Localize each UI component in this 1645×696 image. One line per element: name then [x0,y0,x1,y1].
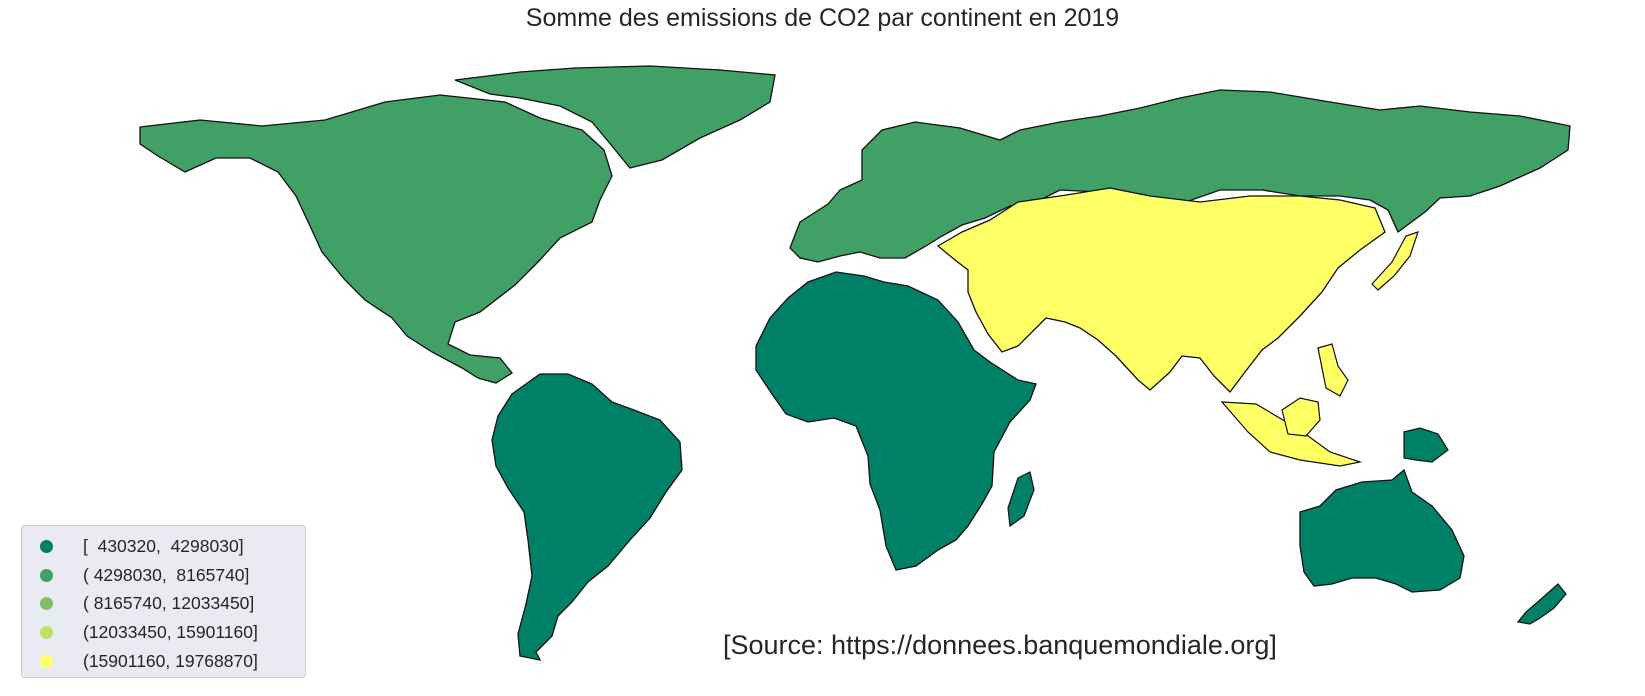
map-legend: [ 430320, 4298030] ( 4298030, 8165740] ( 8… [21,525,306,678]
source-note: [Source: https://donnees.banquemondiale.… [723,630,1277,660]
legend-swatch [40,539,53,553]
legend-swatch [40,568,53,582]
region-new-zealand [1516,583,1567,625]
legend-item: ( 8165740, 12033450] [40,590,305,619]
map-title: Somme des emissions de CO2 par continent… [525,4,1120,32]
legend-label: [ 430320, 4298030] [83,535,244,556]
legend-swatch [40,597,53,611]
region-japan [1371,231,1419,291]
region-greenland [454,65,776,169]
region-africa [755,271,1037,571]
legend-label: (15901160, 19768870] [83,651,258,672]
region-asia [936,187,1386,393]
region-madagascar [1007,471,1035,528]
legend-swatch [40,626,53,640]
legend-item: (15901160, 19768870] [40,647,305,676]
region-south-america [491,373,683,661]
region-australia [1299,468,1465,593]
legend-item: ( 4298030, 8165740] [40,561,305,590]
legend-item: (12033450, 15901160] [40,618,305,647]
legend-swatch [40,655,53,669]
region-europe [789,89,1571,263]
legend-label: ( 4298030, 8165740] [83,564,250,585]
region-north-america [139,94,613,384]
legend-item: [ 430320, 4298030] [40,532,305,561]
legend-label: ( 8165740, 12033450] [83,593,255,614]
region-borneo [1281,397,1321,437]
legend-label: (12033450, 15901160] [83,622,258,643]
region-philippines [1317,343,1349,397]
region-new-guinea [1403,427,1449,463]
